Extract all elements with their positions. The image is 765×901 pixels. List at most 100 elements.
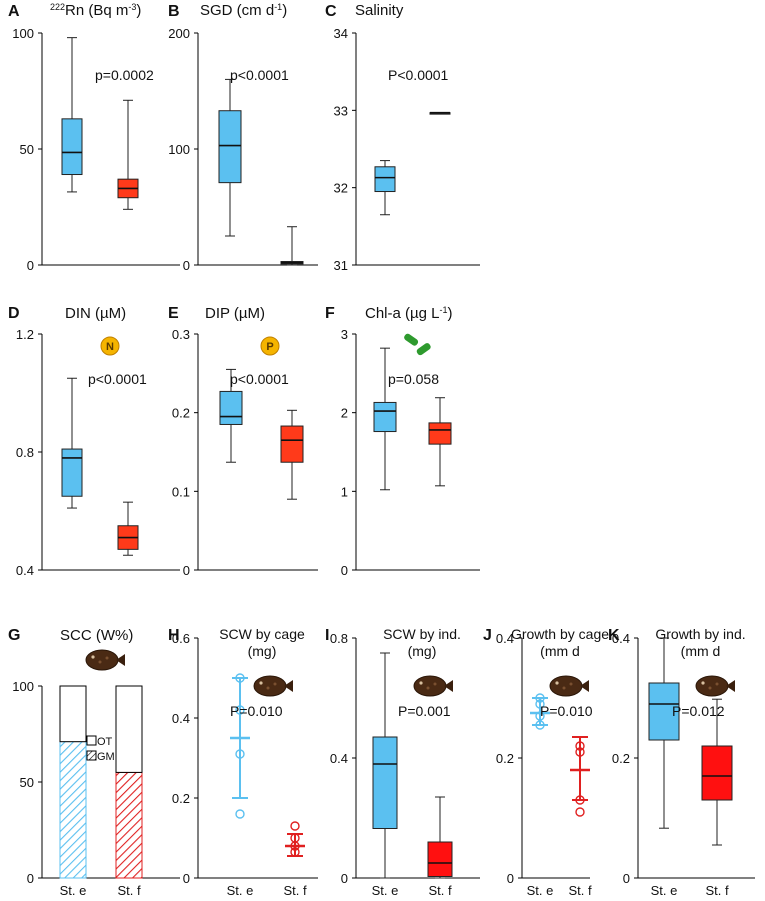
fish-spot (569, 682, 573, 686)
x-tick-label: St. f (705, 883, 729, 898)
flounder-icon (413, 675, 453, 697)
y-tick-label: 0.3 (172, 327, 190, 342)
title-main: ) (136, 2, 141, 19)
y-tick-label: 0 (507, 871, 514, 886)
y-tick-label: 200 (168, 26, 190, 41)
box (219, 390, 243, 425)
data-point (235, 705, 245, 715)
data-point (290, 841, 300, 851)
flounder-icon (549, 675, 589, 697)
y-tick-label: 0.6 (172, 631, 190, 646)
y-tick-label: 33 (334, 103, 348, 118)
fish-body (413, 675, 447, 697)
panel-title: Growth by ind. (655, 626, 745, 642)
algae-cell (404, 333, 419, 346)
data-point (575, 747, 585, 757)
data-point (575, 807, 585, 817)
y-tick-label: 0 (623, 871, 630, 886)
panel-title-line2: (mm d (540, 643, 580, 659)
fish-spot (715, 682, 719, 686)
legend-swatch-gm (86, 750, 97, 761)
title-main: (mm d (540, 643, 580, 659)
box (428, 422, 452, 445)
y-tick-label: 100 (168, 142, 190, 157)
panel-title: DIP (µM) (205, 305, 265, 322)
x-tick-label: St. f (428, 883, 452, 898)
p-value: p=0.0002 (95, 67, 154, 83)
box (373, 401, 397, 433)
fish-tail (284, 680, 293, 692)
panel-c: C Salinity 31 32 33 34 P<0.0001 (325, 2, 480, 273)
bar-ot (59, 685, 87, 743)
data-point (290, 847, 300, 857)
panel-title: Salinity (355, 2, 404, 19)
y-tick-label: 0.4 (496, 631, 514, 646)
y-tick-label: 1 (341, 484, 348, 499)
panel-letter: E (168, 305, 179, 322)
panel-letter: B (168, 3, 180, 20)
box (648, 682, 680, 741)
fish-tail (444, 680, 453, 692)
panel-title: Growth by cage (511, 626, 609, 642)
panel-b: B SGD (cm d-1) 0 100 200 p<0.0001 (168, 2, 318, 273)
y-tick-label: 31 (334, 258, 348, 273)
data-point (575, 741, 585, 751)
data-point (575, 795, 585, 805)
title-main: ) (282, 2, 287, 19)
x-tick-label: St. e (227, 883, 254, 898)
bar-gm (115, 771, 143, 879)
nutrient-letter: N (106, 341, 114, 353)
y-tick-label: 0 (341, 871, 348, 886)
flounder-icon (253, 675, 293, 697)
panel-title: DIN (µM) (65, 305, 126, 322)
y-tick-label: 0 (183, 563, 190, 578)
panel-e: E DIP (µM) 0 0.1 0.2 0.3 p<0.0001 P (168, 305, 318, 578)
algae-icon (404, 333, 431, 356)
panel-title: SCW by ind. (383, 626, 461, 642)
panel-title-line2: (mg) (408, 643, 437, 659)
y-tick-label: 100 (12, 679, 34, 694)
y-tick-label: 100 (12, 26, 34, 41)
x-tick-label: St. f (117, 883, 141, 898)
fish-body (695, 675, 729, 697)
algae-cell (416, 343, 431, 356)
box (218, 110, 242, 184)
legend-swatch-ot (86, 735, 97, 746)
y-tick-label: 0.8 (16, 445, 34, 460)
box (61, 118, 83, 176)
y-tick-label: 0.4 (612, 631, 630, 646)
y-tick-label: 0.4 (330, 751, 348, 766)
y-tick-label: 32 (334, 181, 348, 196)
title-sup: 222 (50, 2, 65, 12)
panel-letter: F (325, 305, 335, 322)
y-tick-label: 0.2 (172, 791, 190, 806)
fish-tail (726, 680, 735, 692)
y-tick-label: 0.2 (172, 406, 190, 421)
panel-letter: D (8, 305, 20, 322)
y-tick-label: 0 (183, 258, 190, 273)
panel-letter: G (8, 627, 20, 644)
fish-spot (426, 686, 430, 690)
fish-eye (701, 681, 705, 685)
p-value: p=0.058 (388, 371, 439, 387)
panel-title: SCW by cage (219, 626, 305, 642)
data-point (290, 821, 300, 831)
panel-title: 222Rn (Bq m-3) (50, 2, 141, 19)
y-tick-label: 50 (20, 142, 34, 157)
panel-a: A 222Rn (Bq m-3) 0 50 100 p=0.0002 (8, 2, 180, 273)
panel-letter: J (483, 627, 492, 644)
x-tick-label: St. f (568, 883, 592, 898)
fish-spot (562, 686, 566, 690)
fish-tail (116, 654, 125, 666)
legend-label-gm: GM (97, 751, 115, 763)
nutrient-p-icon: P (260, 336, 280, 356)
y-tick-label: 0 (341, 563, 348, 578)
box (280, 425, 304, 463)
fish-spot (266, 686, 270, 690)
fish-spot (708, 686, 712, 690)
y-tick-label: 0.2 (612, 751, 630, 766)
x-tick-label: St. f (283, 883, 307, 898)
p-value: P=0.001 (398, 703, 451, 719)
data-point (235, 749, 245, 759)
